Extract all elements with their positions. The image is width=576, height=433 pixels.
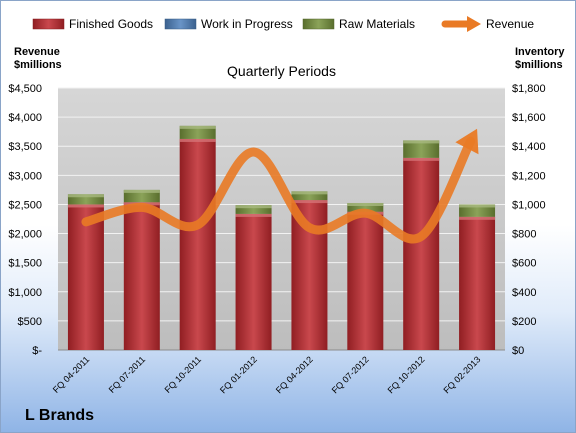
bar-raw-materials (67, 194, 104, 205)
x-tick-label: FQ 10-2012 (386, 354, 427, 395)
right-tick-label: $1,800 (512, 83, 546, 95)
bar-top-highlight (179, 138, 216, 142)
bar-raw-materials (459, 204, 496, 217)
revenue-arrowhead (455, 128, 479, 155)
left-tick-label: $2,500 (8, 199, 42, 211)
right-tick-label: $1,200 (512, 170, 546, 182)
left-tick-label: $1,500 (8, 258, 42, 270)
chart-subtitle: Quarterly Periods (227, 63, 336, 79)
bar-raw-materials (403, 140, 440, 158)
bar-finished-goods (123, 202, 160, 350)
bar-finished-goods (179, 138, 216, 350)
bar-raw-materials (235, 205, 272, 214)
bar-finished-goods (403, 157, 440, 350)
bar-raw-materials (291, 191, 328, 201)
bar-top-highlight (67, 204, 104, 208)
revenue-line (81, 136, 476, 244)
right-tick-label: $1,400 (512, 141, 546, 153)
right-tick-label: $800 (512, 229, 536, 241)
bar-finished-goods (347, 211, 384, 350)
left-tick-label: $1,000 (8, 287, 42, 299)
left-tick-label: $3,500 (8, 141, 42, 153)
bar-top-highlight (403, 140, 440, 144)
legend-swatch-work-in-progress (164, 18, 197, 30)
legend-label: Finished Goods (69, 17, 153, 31)
legend-label: Revenue (486, 17, 534, 31)
left-tick-label: $4,000 (8, 112, 42, 124)
company-name: L Brands (25, 407, 95, 424)
right-tick-label: $0 (512, 345, 524, 357)
x-tick-label: FQ 07-2011 (107, 354, 148, 395)
right-tick-label: $600 (512, 258, 536, 270)
bar-top-highlight (403, 157, 440, 161)
right-tick-label: $1,600 (512, 112, 546, 124)
right-tick-label: $400 (512, 287, 536, 299)
bar-top-highlight (347, 202, 384, 206)
x-tick-label: FQ 02-2013 (441, 354, 482, 395)
left-tick-label: $500 (18, 316, 42, 328)
bar-top-highlight (291, 191, 328, 195)
bar-raw-materials (179, 125, 216, 139)
bar-top-highlight (235, 205, 272, 209)
x-tick-label: FQ 04-2012 (274, 354, 315, 395)
right-tick-label: $1,000 (512, 199, 546, 211)
x-tick-label: FQ 10-2011 (163, 354, 204, 395)
left-tick-label: $4,500 (8, 83, 42, 95)
legend-arrow-revenue (467, 16, 481, 32)
bar-top-highlight (291, 200, 328, 204)
bar-top-highlight (123, 189, 160, 193)
left-tick-label: $2,000 (8, 229, 42, 241)
right-axis-title: Inventory $millions (515, 46, 565, 71)
x-tick-label: FQ 04-2011 (51, 354, 92, 395)
bar-finished-goods (235, 213, 272, 350)
legend-label: Work in Progress (201, 17, 293, 31)
x-tick-label: FQ 01-2012 (218, 354, 259, 395)
right-tick-label: $200 (512, 316, 536, 328)
bar-raw-materials (123, 189, 160, 203)
legend-swatch-raw-materials (302, 18, 335, 30)
bar-raw-materials (347, 202, 384, 212)
left-axis-title: Revenue $millions (14, 46, 62, 71)
left-tick-label: $3,000 (8, 170, 42, 182)
legend-swatch-finished-goods (32, 18, 65, 30)
bar-top-highlight (235, 213, 272, 217)
bar-top-highlight (459, 204, 496, 208)
bar-top-highlight (67, 194, 104, 198)
left-tick-label: $- (32, 345, 42, 357)
bar-finished-goods (67, 204, 104, 350)
bar-top-highlight (179, 125, 216, 129)
bar-finished-goods (459, 216, 496, 350)
bar-top-highlight (459, 216, 496, 220)
legend-label: Raw Materials (339, 17, 415, 31)
x-tick-label: FQ 07-2012 (330, 354, 371, 395)
